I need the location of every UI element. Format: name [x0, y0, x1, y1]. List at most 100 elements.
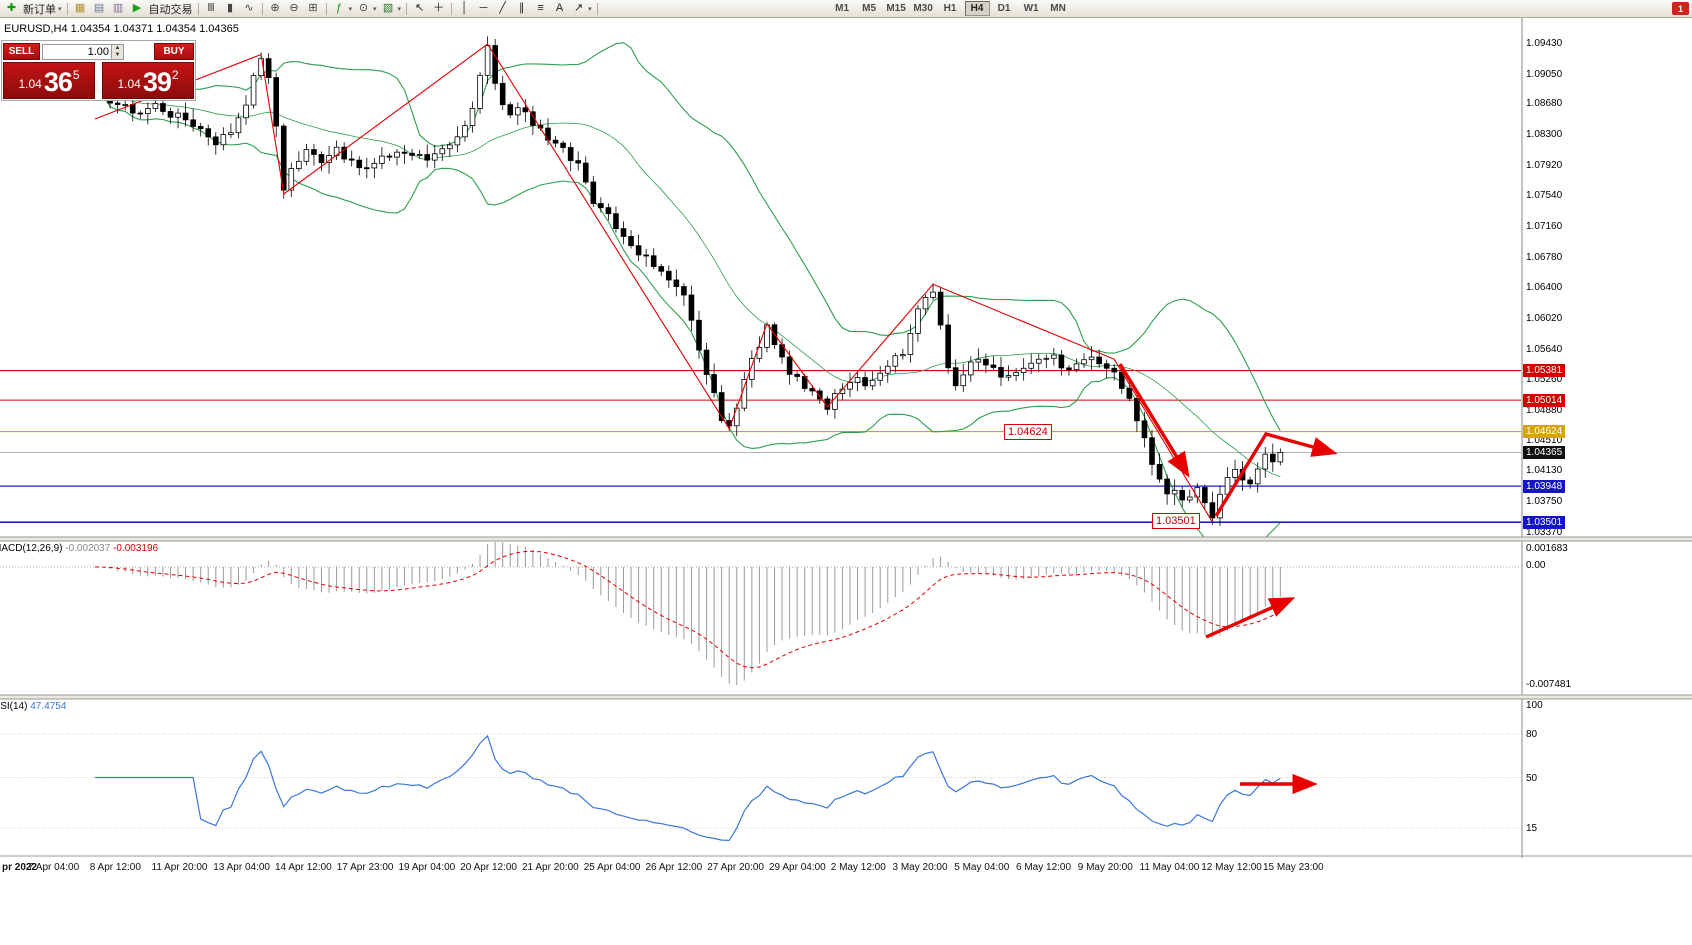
price-scale-label: 1.05640: [1526, 343, 1563, 355]
price-scale-label: 1.04510: [1526, 434, 1563, 446]
timeframe-D1[interactable]: D1: [997, 3, 1011, 14]
price-scale-label: 1.06020: [1526, 312, 1563, 324]
sell-price-display[interactable]: 1.04 36 5: [3, 62, 95, 99]
time-axis-label: 17 Apr 23:00: [336, 862, 394, 873]
macd-scale-label: 0.001683: [1526, 543, 1568, 554]
buy-price-prefix: 1.04: [117, 77, 141, 91]
indicators-caret[interactable]: ▾: [348, 5, 353, 13]
channel-icon[interactable]: ∥: [518, 2, 525, 14]
buy-price-big-digits: 39: [142, 67, 172, 97]
timeframe-M1[interactable]: M1: [835, 3, 850, 14]
price-tag: 1.03501: [1523, 515, 1566, 529]
timeframe-M15[interactable]: M15: [886, 3, 906, 14]
text-tool-icon[interactable]: A: [555, 2, 564, 14]
price-scale-label: 1.04880: [1526, 404, 1563, 416]
zoom-in-icon[interactable]: ⊕: [270, 2, 280, 14]
templates-caret[interactable]: ▾: [397, 5, 402, 13]
candlestick-chart-type-icon[interactable]: ▮: [226, 2, 234, 14]
timeframe-MN[interactable]: MN: [1050, 3, 1066, 14]
periods-icon[interactable]: ⊙: [358, 2, 369, 14]
time-axis-label: pr 2022: [2, 862, 38, 873]
new-order-caret[interactable]: ▾: [58, 5, 62, 13]
cursor-icon[interactable]: ↖: [414, 2, 425, 14]
price-scale-label: 1.03750: [1526, 496, 1563, 508]
time-axis-label: 20 Apr 12:00: [460, 862, 517, 873]
toolbar-separator: [197, 2, 199, 15]
line-chart-type-icon[interactable]: ∿: [244, 2, 254, 14]
price-scale-label: 1.06780: [1526, 251, 1563, 263]
macd-scale-label: 0.00: [1526, 560, 1546, 571]
crosshair-icon[interactable]: ＋: [433, 2, 445, 14]
toolbar: ✚ 新订单 ▾ ▦ ▤ ▥ ▶ 自动交易 Ⅲ ▮ ∿ ⊕ ⊖ ⊞ ƒ ▾ ⊙ ▾ ▧ ▾ ↖ ＋ │ ─ ╱ ∥ ≡ A ↗ ▾ M1 M5 M…: [0, 0, 1692, 18]
trendline-icon[interactable]: ╱: [499, 2, 506, 14]
buy-price-display[interactable]: 1.04 39 2: [102, 62, 194, 99]
price-callout-1-04624[interactable]: 1.04624: [1004, 424, 1052, 440]
price-scale-label: 1.04130: [1526, 465, 1563, 477]
timeframe-H4[interactable]: H4: [964, 1, 990, 16]
timeframe-M30[interactable]: M30: [913, 3, 933, 14]
timeframe-W1[interactable]: W1: [1023, 3, 1039, 14]
rsi-value: 47.4754: [30, 701, 67, 712]
time-axis-label: 13 Apr 04:00: [213, 862, 270, 873]
notification-badge[interactable]: 1: [1672, 2, 1689, 15]
time-axis-label: 15 May 23:00: [1263, 862, 1324, 873]
arrow-tool-caret[interactable]: ▾: [588, 5, 592, 13]
timeframe-M5[interactable]: M5: [862, 3, 877, 14]
price-scale-label: 1.07920: [1526, 159, 1563, 171]
new-order-label[interactable]: 新订单: [23, 3, 56, 16]
rsi-scale-label: 50: [1526, 772, 1538, 784]
macd-indicator-label: MACD(12,26,9) -0.002037 -0.003196: [0, 543, 158, 554]
rsi-panel: [0, 733, 1522, 842]
templates-icon[interactable]: ▧: [382, 2, 394, 14]
price-scale-label: 1.06400: [1526, 282, 1563, 294]
price-scale-label: 1.07540: [1526, 190, 1563, 202]
time-axis-label: 19 Apr 04:00: [398, 862, 456, 873]
lot-spinner: ▲ ▼: [111, 44, 123, 59]
arrow-tool-icon[interactable]: ↗: [573, 2, 584, 14]
sell-price-pip-digit: 5: [72, 68, 80, 82]
candles-layer: [92, 36, 1284, 527]
timeframe-H1[interactable]: H1: [943, 3, 957, 14]
sell-button[interactable]: SELL: [3, 43, 40, 60]
time-axis-label: 5 May 04:00: [954, 862, 1010, 873]
new-order-icon[interactable]: ✚: [6, 2, 17, 14]
rsi-indicator-label: RSI(14) 47.4754: [0, 701, 66, 712]
macd-main-value: -0.002037: [65, 543, 111, 554]
fibonacci-icon[interactable]: ≡: [537, 2, 544, 14]
horizontal-line-icon[interactable]: ─: [479, 2, 488, 14]
data-window-icon[interactable]: ▤: [93, 2, 105, 14]
time-axis-label: 7 Apr 04:00: [28, 862, 80, 873]
one-click-trading-panel: SELL ▲ ▼ BUY 1.04 36 5 1.04: [1, 40, 196, 101]
time-axis-label: 29 Apr 04:00: [769, 862, 826, 873]
lot-decrease-button[interactable]: ▼: [111, 51, 123, 59]
rsi-name: RSI(14): [0, 701, 28, 712]
time-axis-label: 3 May 20:00: [892, 862, 948, 873]
tile-windows-icon[interactable]: ⊞: [308, 2, 318, 14]
decline-arrow: [1118, 363, 1190, 478]
macd-scale-label: -0.007481: [1526, 679, 1572, 690]
price-callout-1-03501[interactable]: 1.03501: [1152, 513, 1200, 529]
toolbar-separator: [596, 2, 598, 15]
buy-button[interactable]: BUY: [154, 43, 194, 60]
periods-caret[interactable]: ▾: [373, 5, 377, 13]
market-watch-icon[interactable]: ▦: [74, 2, 86, 14]
rsi-scale-label: 100: [1526, 700, 1543, 711]
toolbar-separator: [451, 2, 453, 15]
indicators-icon[interactable]: ƒ: [335, 2, 343, 14]
bar-chart-type-icon[interactable]: Ⅲ: [207, 2, 215, 14]
auto-trading-label[interactable]: 自动交易: [148, 3, 193, 16]
vertical-line-icon[interactable]: │: [461, 2, 468, 14]
lot-size-input[interactable]: [43, 45, 111, 58]
price-tag: 1.04624: [1523, 425, 1566, 439]
projection-arrow: [1214, 432, 1338, 517]
zoom-out-icon[interactable]: ⊖: [289, 2, 299, 14]
sell-price-prefix: 1.04: [18, 77, 42, 91]
rsi-line: [95, 734, 1281, 842]
time-axis-label: 11 May 04:00: [1139, 862, 1200, 873]
zigzag-line: [94, 43, 1213, 523]
navigator-icon[interactable]: ▥: [112, 2, 124, 14]
auto-trading-icon[interactable]: ▶: [132, 2, 142, 14]
lot-increase-button[interactable]: ▲: [111, 44, 123, 52]
